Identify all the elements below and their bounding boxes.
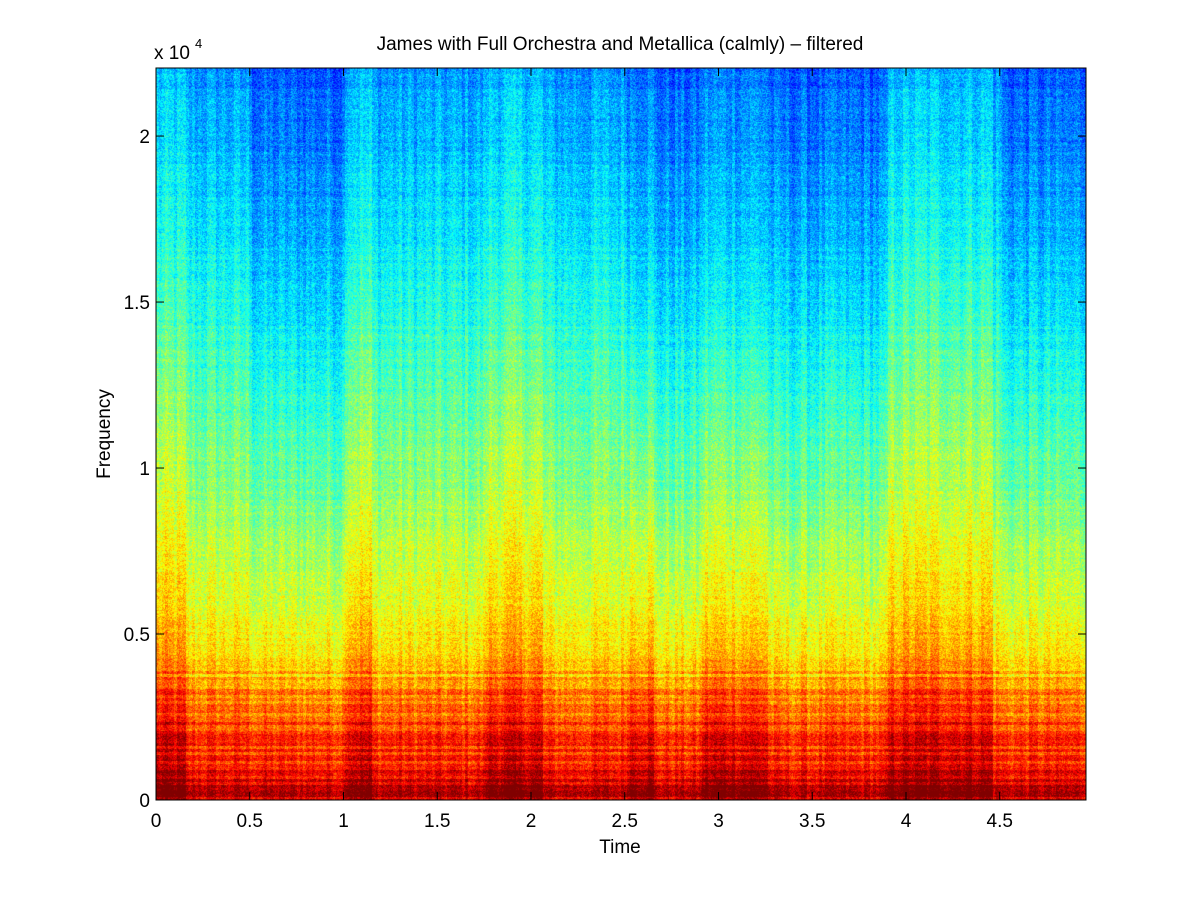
x-axis-label: Time: [599, 837, 641, 858]
x-tick-label: 3.5: [799, 811, 825, 832]
x-tick-label: 1: [338, 811, 349, 832]
y-axis-label: Frequency: [94, 389, 115, 479]
x-axis-ticks: 0 0.5 1 1.5 2 2.5 3 3.5 4 4.5: [151, 68, 1013, 832]
x-tick-label: 1.5: [424, 811, 450, 832]
x-tick-label: 0: [151, 811, 162, 832]
spectrogram-image: [156, 68, 1086, 800]
y-tick-label: 2: [139, 127, 150, 148]
y-exponent-power: 4: [195, 36, 202, 51]
plot-frame: [155, 67, 1087, 801]
y-tick-label: 1.5: [124, 293, 150, 314]
x-tick-label: 4.5: [987, 811, 1013, 832]
y-tick-label: 0.5: [124, 625, 150, 646]
chart-title: James with Full Orchestra and Metallica …: [377, 34, 864, 55]
x-tick-label: 0.5: [237, 811, 263, 832]
y-tick-label: 1: [139, 459, 150, 480]
y-exponent-label: x 10: [154, 43, 190, 64]
y-tick-label: 0: [139, 791, 150, 812]
x-tick-label: 2: [526, 811, 537, 832]
y-axis-ticks: 0 0.5 1 1.5 2: [124, 127, 1086, 812]
x-tick-label: 4: [901, 811, 912, 832]
x-tick-label: 3: [713, 811, 724, 832]
x-tick-label: 2.5: [612, 811, 638, 832]
